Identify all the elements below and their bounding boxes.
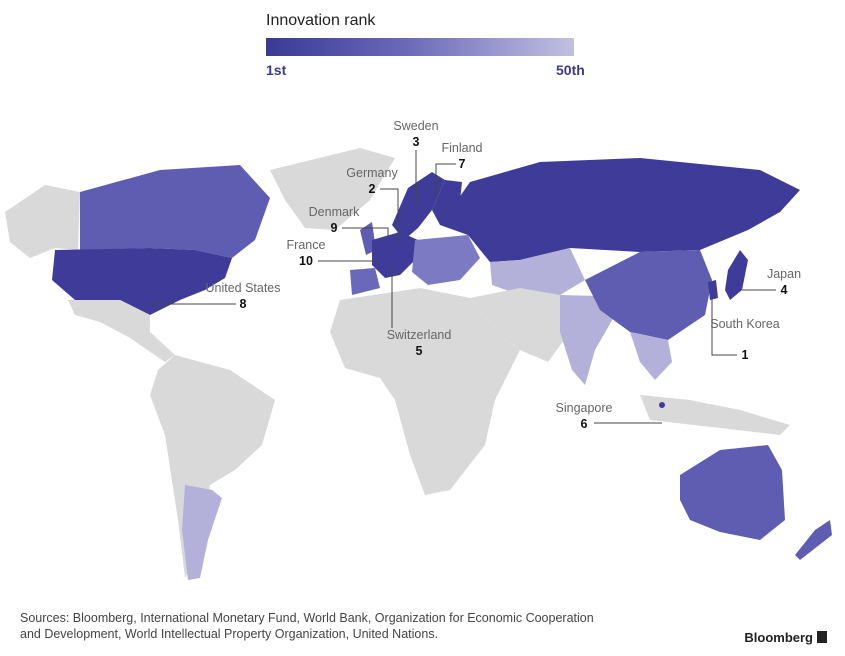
leader-line	[435, 163, 456, 196]
alaska	[5, 185, 80, 258]
callout-japan: Japan 4	[742, 267, 801, 297]
callout-switzerland: Switzerland 5	[387, 268, 452, 358]
legend-gradient-bar	[266, 38, 574, 56]
callout-south-korea: South Korea 1	[710, 294, 780, 362]
callout-rank: 5	[416, 344, 423, 358]
callout-rank: 2	[369, 182, 376, 196]
callout-germany: Germany 2	[346, 166, 399, 242]
japan	[725, 250, 748, 300]
legend-title: Innovation rank	[266, 12, 376, 29]
africa	[330, 288, 520, 495]
callout-name: Sweden	[393, 119, 438, 133]
united-states	[52, 248, 232, 315]
western-europe	[372, 232, 418, 278]
callout-name: France	[287, 238, 326, 252]
callout-rank: 4	[781, 283, 788, 297]
central-asia	[490, 248, 585, 295]
leader-line	[380, 188, 399, 242]
callout-rank: 3	[413, 135, 420, 149]
brand-mark-icon	[817, 631, 827, 643]
mexico	[68, 300, 175, 362]
sources-note: Sources: Bloomberg, International Moneta…	[20, 611, 594, 641]
iberia	[350, 268, 380, 295]
leader-line	[711, 294, 737, 356]
callouts: Sweden 3 Finland 7 Germany 2 Denmark 9 F…	[150, 119, 801, 431]
middle-east	[470, 288, 575, 362]
callout-name: United States	[205, 281, 280, 295]
callout-name: South Korea	[710, 317, 780, 331]
callout-denmark: Denmark 9	[309, 205, 389, 236]
callout-rank: 9	[331, 221, 338, 235]
callout-finland: Finland 7	[435, 141, 483, 196]
argentina	[182, 485, 222, 580]
russia	[440, 158, 800, 262]
callout-sweden: Sweden 3	[393, 119, 439, 205]
leader-line	[342, 227, 389, 236]
callout-name: Germany	[346, 166, 398, 180]
callout-name: Switzerland	[387, 328, 452, 342]
callout-name: Denmark	[309, 205, 360, 219]
scandinavia	[392, 172, 445, 240]
callout-rank: 1	[742, 348, 749, 362]
south-korea	[708, 280, 718, 300]
legend-min-label: 1st	[266, 62, 287, 78]
india	[560, 295, 615, 385]
callout-name: Singapore	[556, 401, 613, 415]
greenland	[270, 148, 395, 230]
southeast-asia	[630, 332, 672, 380]
brand-logo: Bloomberg	[744, 630, 827, 645]
south-america	[150, 355, 275, 578]
callout-singapore: Singapore 6	[556, 401, 665, 431]
callout-rank: 6	[581, 417, 588, 431]
callout-name: Finland	[442, 141, 483, 155]
callout-rank: 8	[240, 297, 247, 311]
land-masses	[5, 148, 832, 580]
new-zealand	[795, 520, 832, 560]
singapore-marker	[659, 402, 665, 408]
callout-france: France 10	[287, 238, 380, 268]
indonesia	[640, 395, 790, 435]
eastern-europe	[412, 235, 480, 285]
callout-united-states: United States 8	[150, 281, 281, 311]
brand-name: Bloomberg	[744, 630, 813, 645]
callout-rank: 10	[299, 254, 313, 268]
canada	[80, 165, 270, 258]
world-map: Sweden 3 Finland 7 Germany 2 Denmark 9 F…	[5, 119, 832, 580]
legend-max-label: 50th	[556, 62, 585, 78]
australia	[680, 445, 785, 540]
china	[585, 250, 712, 340]
callout-name: Japan	[767, 267, 801, 281]
callout-rank: 7	[459, 157, 466, 171]
